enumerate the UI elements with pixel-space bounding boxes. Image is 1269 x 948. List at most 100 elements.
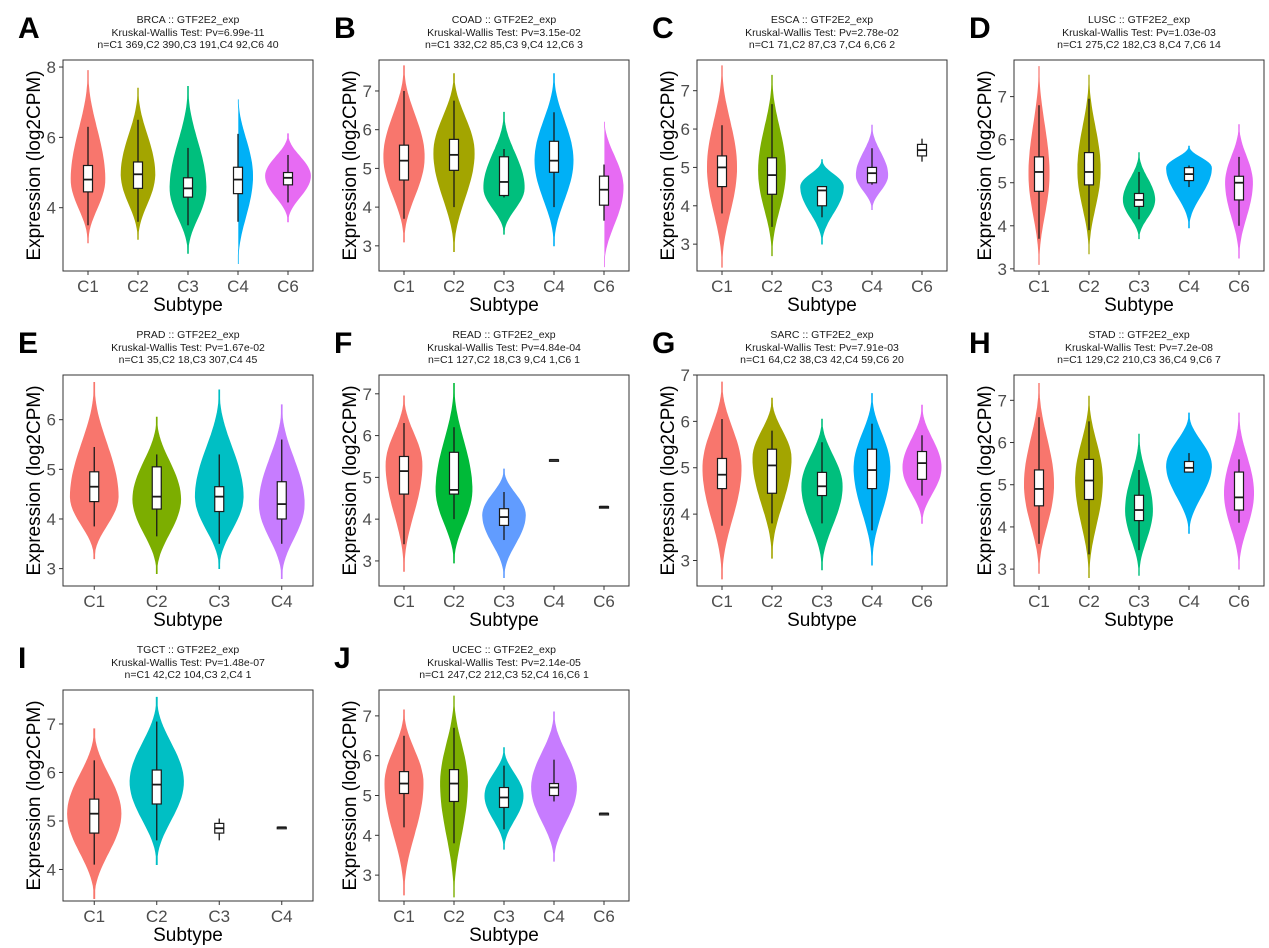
violin-group-c3 [484,747,524,850]
x-tick-label: C4 [271,592,293,611]
panel-g: G SARC :: GTF2E2_exp Kruskal-Wallis Test: … [634,315,950,631]
violin-group-c4 [1166,145,1212,229]
x-tick-label: C4 [543,592,565,611]
x-tick-label: C4 [861,592,883,611]
y-tick-label: 3 [681,235,690,254]
x-tick-label: C3 [177,277,199,296]
violin-group-c2 [435,383,473,564]
title-pvalue: Kruskal-Wallis Test: Pv=2.78e-02 [745,26,899,39]
box-iqr [766,157,778,195]
title-dataset: LUSC :: GTF2E2_exp [1087,14,1191,26]
y-tick-label: 4 [47,860,56,879]
y-axis-title: Expression (log2CPM) [658,70,679,260]
panel-letter: G [652,327,676,360]
title-sample-sizes: n=C1 127,C2 18,C3 9,C4 1,C6 1 [427,354,581,366]
violin-plot: 3 4 5 6 C1 C2 C3 C4 Subtype Expression (log2CPM) [24,374,314,631]
panel-f: F READ :: GTF2E2_exp Kruskal-Wallis Test: … [316,315,632,631]
violin-group-c3 [1122,152,1156,240]
violin-group-c1 [385,395,423,572]
panel-letter: A [18,12,40,45]
x-tick-label: C2 [1078,277,1100,296]
x-tick-label: C4 [543,907,565,926]
x-tick-label: C1 [1028,592,1050,611]
y-tick-label: 5 [681,459,690,478]
y-tick-label: 6 [681,412,690,431]
panel-title: SARC :: GTF2E2_exp Kruskal-Wallis Test: P… [694,329,950,367]
violin-plot: 3 4 5 6 7 C1 C2 C3 C4 C6 Subtype Expression (log2CP… [975,59,1265,316]
x-tick-label: C1 [1028,277,1050,296]
panel-d: D LUSC :: GTF2E2_exp Kruskal-Wallis Test: … [951,0,1267,316]
y-tick-label: 7 [681,82,690,101]
title-sample-sizes: n=C1 42,C2 104,C3 2,C4 1 [124,669,252,681]
violin-group-c3 [800,159,844,245]
x-tick-label: C1 [83,907,105,926]
violin-group-c4 [232,99,253,264]
y-tick-label: 6 [681,120,690,139]
x-axis-title: Subtype [153,925,223,946]
y-tick-label: 6 [47,763,56,782]
panel-title: ESCA :: GTF2E2_exp Kruskal-Wallis Test: P… [694,14,950,52]
y-tick-label: 7 [47,715,56,734]
title-dataset: COAD :: GTF2E2_exp [451,14,557,26]
title-pvalue: Kruskal-Wallis Test: Pv=7.2e-08 [1065,341,1213,354]
x-tick-label: C2 [127,277,149,296]
violin-group-c6 [902,404,942,524]
violin-group-c6 [916,138,928,162]
y-axis-title: Expression (log2CPM) [340,385,361,575]
y-tick-label: 3 [681,551,690,570]
y-tick-label: 4 [47,199,56,218]
x-tick-label: C6 [593,277,615,296]
violin-group-c1 [1024,383,1054,574]
title-dataset: READ :: GTF2E2_exp [452,329,556,341]
violin-group-c3 [194,389,244,569]
y-tick-label: 5 [363,468,372,487]
violin-group-c2 [132,416,182,574]
y-tick-label: 4 [998,518,1007,537]
box-iqr [498,156,510,197]
panel-c: C ESCA :: GTF2E2_exp Kruskal-Wallis Test: … [634,0,950,316]
y-tick-label: 5 [47,812,56,831]
violin-plot: 3 4 5 6 7 C1 C2 C3 C4 C6 Subtype Expression (log2CP… [340,689,630,946]
y-tick-label: 3 [363,237,372,256]
violin-group-c1 [707,65,737,268]
x-tick-label: C4 [543,277,565,296]
x-tick-label: C3 [493,907,515,926]
y-tick-label: 8 [47,58,56,77]
box-iqr [1183,460,1195,473]
violin-plot: 4 6 8 C1 C2 C3 C4 C6 Subtype Expression (log2CPM) [24,58,314,316]
y-axis-title: Expression (log2CPM) [24,385,45,575]
x-tick-label: C2 [1078,592,1100,611]
panel-letter: F [334,327,353,360]
x-tick-label: C3 [811,277,833,296]
y-axis-title: Expression (log2CPM) [24,700,45,890]
title-dataset: SARC :: GTF2E2_exp [770,329,874,341]
x-tick-label: C1 [711,277,733,296]
violin-group-c6 [598,121,624,268]
y-axis-title: Expression (log2CPM) [340,70,361,260]
y-tick-label: 4 [681,197,690,216]
y-tick-label: 5 [47,460,56,479]
x-tick-label: C6 [277,277,299,296]
violin-group-c1 [70,70,106,244]
x-tick-label: C1 [393,907,415,926]
y-tick-label: 7 [998,88,1007,107]
violin-group-c3 [1125,433,1153,576]
x-axis-title: Subtype [787,295,857,316]
x-axis-title: Subtype [469,610,539,631]
x-axis-title: Subtype [1104,610,1174,631]
y-axis-title: Expression (log2CPM) [340,700,361,890]
box-iqr [1133,494,1145,522]
panel-letter: B [334,12,356,45]
violin-plot: 3 4 5 6 7 C1 C2 C3 C4 C6 Subtype Expression (log2CP… [658,366,948,631]
violin-group-c6 [265,133,311,223]
violin-group-c6 [1225,124,1253,259]
x-tick-label: C4 [1178,592,1200,611]
violin-group-c4 [855,124,889,210]
x-tick-label: C6 [911,277,933,296]
title-dataset: ESCA :: GTF2E2_exp [770,14,874,26]
violin-group-c6 [598,505,610,509]
box-iqr [1233,471,1245,511]
x-tick-label: C3 [208,907,230,926]
violin-plot: 3 4 5 6 7 C1 C2 C3 C4 C6 Subtype Expression (log2CP… [340,374,630,631]
violin-group-c1 [383,65,425,243]
